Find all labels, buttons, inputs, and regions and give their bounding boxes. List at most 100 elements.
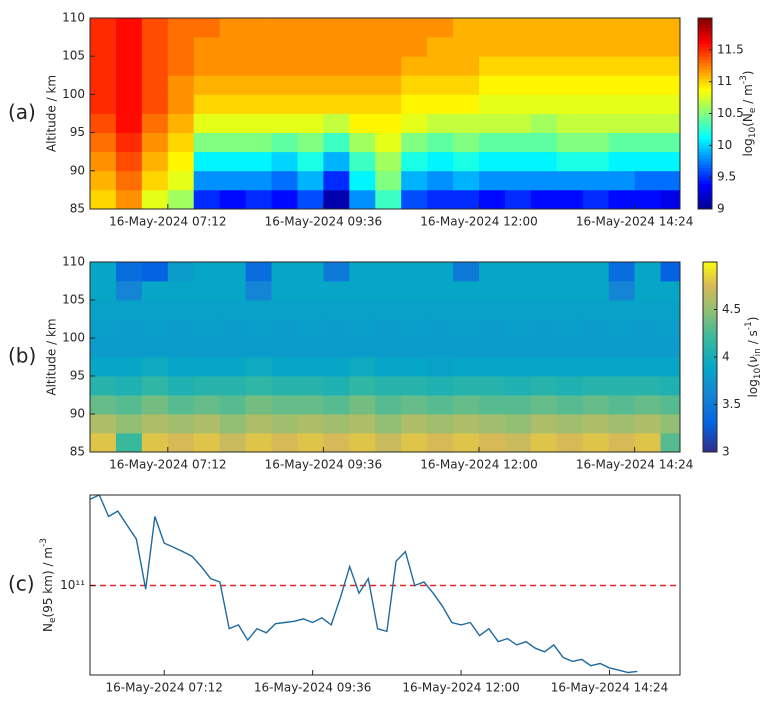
heatmap-cell [375, 113, 402, 133]
heatmap-cell [90, 433, 117, 452]
heatmap-cell [167, 433, 195, 452]
heatmap-cell [141, 94, 169, 114]
heatmap-cell [245, 433, 272, 452]
colorbar-swatch [698, 126, 712, 130]
heatmap-cell [271, 338, 298, 358]
heatmap-cell [530, 433, 558, 452]
heatmap-cell [349, 18, 376, 38]
heatmap-cell [401, 300, 428, 320]
heatmap-cell [479, 262, 506, 282]
heatmap-cell [582, 18, 610, 38]
heatmap-cell [530, 300, 558, 320]
heatmap-cell [297, 151, 324, 172]
colorbar-swatch [698, 91, 712, 95]
heatmap-cell [375, 37, 402, 57]
label-part: log [746, 379, 760, 397]
heatmap-cell [115, 18, 143, 38]
colorbar-swatch [698, 18, 712, 22]
colorbar-swatch [698, 68, 712, 73]
heatmap-cell [504, 170, 532, 191]
colorbar-swatch [698, 161, 712, 165]
heatmap-cell [634, 94, 661, 114]
heatmap-cell [245, 414, 272, 434]
heatmap-cell [556, 395, 584, 415]
heatmap-cell [115, 75, 143, 95]
heatmap-cell [479, 300, 506, 320]
heatmap-cell [323, 113, 350, 133]
heatmap-cell [634, 170, 661, 191]
heatmap-cell [504, 151, 532, 172]
heatmap-cell [530, 113, 558, 133]
heatmap-cell [323, 433, 350, 452]
heatmap-cell [271, 376, 298, 396]
heatmap-cell [349, 300, 376, 320]
heatmap-cell [634, 414, 661, 434]
heatmap-cell [634, 56, 661, 76]
x-tick-label: 16-May-2024 14:24 [551, 681, 668, 695]
colorbar-swatch [698, 113, 712, 118]
heatmap-cell [271, 94, 298, 114]
colorbar-swatch [698, 65, 712, 70]
heatmap-cell [479, 319, 506, 339]
heatmap-cell [427, 357, 454, 377]
colorbar-swatch [703, 404, 717, 409]
heatmap-cell [479, 395, 506, 415]
heatmap-cell [634, 262, 661, 282]
heatmap-cell [349, 338, 376, 358]
heatmap-cell [427, 132, 454, 153]
colorbar-swatch [703, 395, 717, 399]
heatmap-cell [141, 300, 169, 320]
heatmap-cell [245, 189, 272, 209]
heatmap-cell [556, 262, 584, 282]
heatmap-cell [504, 433, 532, 452]
heatmap-cell [271, 189, 298, 209]
heatmap-cell [271, 433, 298, 452]
heatmap-cell [504, 75, 532, 95]
heatmap-cell [297, 56, 324, 76]
heatmap-cell [660, 56, 680, 76]
heatmap-cell [115, 395, 143, 415]
heatmap-cell [323, 357, 350, 377]
heatmap-cell [660, 113, 680, 133]
colorbar-swatch [698, 53, 712, 57]
heatmap-cell [349, 395, 376, 415]
colorbar-swatch [698, 27, 712, 32]
heatmap-cell [193, 395, 221, 415]
heatmap-cell [401, 113, 428, 133]
colorbar-swatch [698, 43, 712, 48]
heatmap-cell [115, 319, 143, 339]
heatmap-cell [479, 132, 506, 153]
y-tick-label: 10¹¹ [60, 578, 85, 592]
y-tick-label: 105 [62, 293, 85, 307]
heatmap-cell [219, 376, 247, 396]
colorbar-swatch [703, 357, 717, 361]
heatmap-cell [115, 338, 143, 358]
heatmap-cell [167, 300, 195, 320]
heatmap-cell [608, 262, 636, 282]
colorbar-swatch [703, 410, 717, 415]
heatmap-cell [504, 281, 532, 301]
heatmap-cell [634, 37, 661, 57]
panel-label: (c) [8, 572, 35, 596]
heatmap-cell [245, 357, 272, 377]
heatmap-cell [90, 189, 117, 209]
y-tick-label: 90 [70, 163, 85, 177]
colorbar-swatch [703, 433, 717, 437]
heatmap-cell [504, 300, 532, 320]
heatmap-cell [479, 357, 506, 377]
colorbar-swatch [703, 274, 717, 279]
heatmap-cell [530, 151, 558, 172]
heatmap-cell [90, 338, 117, 358]
colorbar-tick-label: 4 [722, 350, 730, 364]
colorbar-swatch [703, 350, 717, 355]
heatmap-cell [115, 37, 143, 57]
heatmap-cell [115, 281, 143, 301]
heatmap-cell [453, 262, 480, 282]
heatmap-cell [660, 151, 680, 172]
heatmap-cell [141, 170, 169, 191]
heatmap-cell [141, 151, 169, 172]
heatmap-cell [271, 151, 298, 172]
heatmap-cell [530, 189, 558, 209]
heatmap-cell [427, 189, 454, 209]
heatmap-cell [115, 113, 143, 133]
